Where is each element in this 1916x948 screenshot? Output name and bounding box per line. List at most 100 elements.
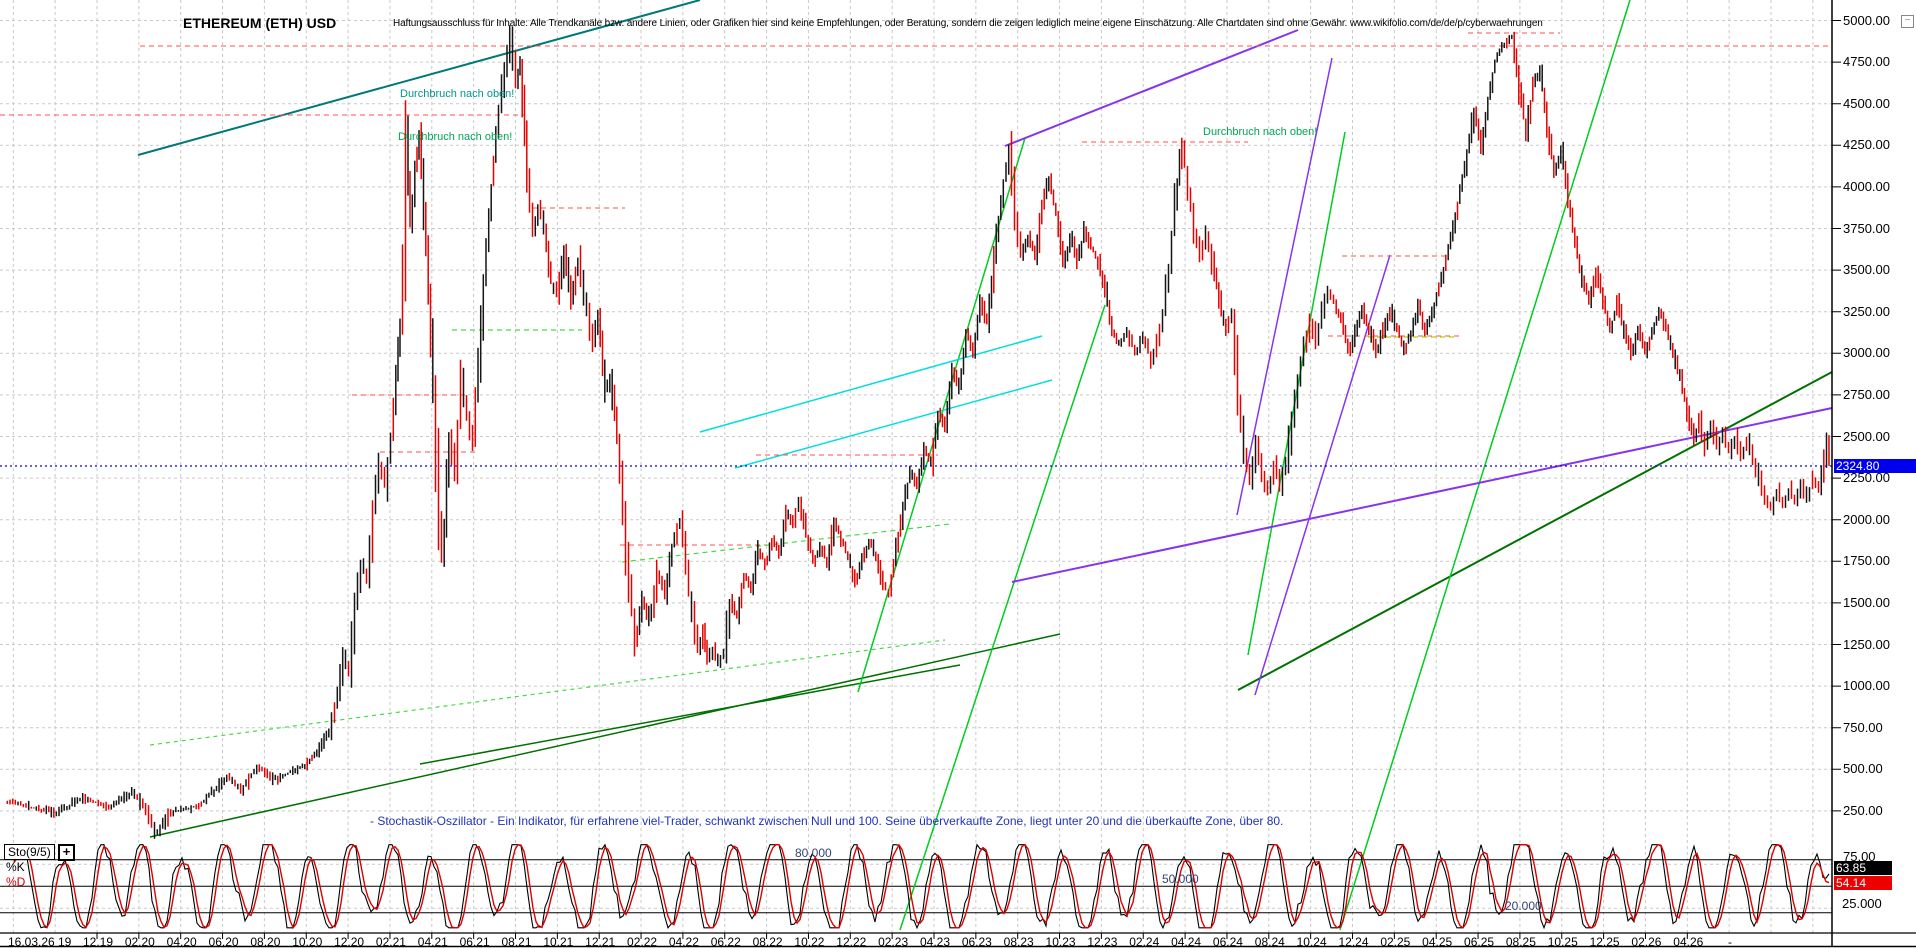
price-axis-label: 2500.00 [1843, 428, 1890, 444]
time-axis-label: 06.20 [208, 935, 239, 948]
oscillator-axis-75: 75.00 [1843, 849, 1876, 864]
time-axis-label: 04.20 [166, 935, 197, 948]
price-axis-label: 4750.00 [1843, 54, 1890, 70]
time-axis-label: 12.24 [1338, 935, 1369, 948]
time-axis-label: 10.25 [1547, 935, 1578, 948]
price-axis-label: 1500.00 [1843, 594, 1890, 610]
oscillator-k-label: %K [6, 860, 25, 874]
trend-line[interactable] [1004, 29, 1299, 147]
trend-line[interactable] [419, 664, 961, 765]
disclaimer-text: Haftungsausschluss für Inhalte: Alle Tre… [393, 18, 1543, 29]
trend-line[interactable] [1247, 131, 1346, 656]
trend-line[interactable] [1011, 407, 1833, 583]
price-axis-label: 1250.00 [1843, 636, 1890, 652]
indicator-label[interactable]: Sto(9/5) [4, 844, 55, 860]
oscillator-k-value-badge: 63.85 [1834, 861, 1892, 875]
price-axis-label: 3250.00 [1843, 303, 1890, 319]
time-axis-label: 10.22 [794, 935, 825, 948]
price-axis-label: 2250.00 [1843, 470, 1890, 486]
time-axis-label: 04.22 [668, 935, 699, 948]
time-axis-label: 19 [58, 935, 72, 948]
time-axis-label: 06.24 [1212, 935, 1243, 948]
time-axis-label: 10.21 [543, 935, 574, 948]
breakout-annotation: Durchbruch nach oben! [400, 88, 515, 100]
trend-line[interactable] [699, 335, 1043, 433]
breakout-annotation: Durchbruch nach oben! [1203, 126, 1318, 138]
price-axis-label: 2000.00 [1843, 511, 1890, 527]
price-axis-label: 1750.00 [1843, 553, 1890, 569]
candles-up [17, 25, 1828, 839]
time-axis-label: 10.20 [292, 935, 323, 948]
trend-line[interactable] [137, 0, 701, 156]
time-axis-label: 02.20 [124, 935, 155, 948]
trend-line[interactable] [1237, 371, 1833, 691]
oscillator-50-label: 50.000 [1162, 872, 1199, 887]
page-title: ETHEREUM (ETH) USD [183, 15, 337, 31]
time-axis-label: 06.25 [1464, 935, 1495, 948]
price-axis-label: 3500.00 [1843, 262, 1890, 278]
price-axis-label: 3000.00 [1843, 345, 1890, 361]
time-axis-label: 08.25 [1505, 935, 1536, 948]
axis-ticks [96, 20, 1841, 939]
time-axis-label: 12.23 [1087, 935, 1118, 948]
time-axis-label: 02.21 [375, 935, 406, 948]
time-axis-label: 10.23 [1045, 935, 1076, 948]
indicator-expand-icon[interactable]: + [58, 844, 75, 861]
time-axis-label: 12.25 [1589, 935, 1620, 948]
time-axis-label: 02.23 [878, 935, 909, 948]
trend-line[interactable] [149, 633, 1061, 838]
oscillator-d-value-badge: 54.14 [1834, 876, 1892, 890]
price-axis-label: 5000.00 [1843, 12, 1890, 28]
time-axis-label: 06.23 [961, 935, 992, 948]
time-axis-label: 04.26 [1673, 935, 1704, 948]
time-axis-label: 08.20 [250, 935, 281, 948]
price-axis-label: 3750.00 [1843, 220, 1890, 236]
time-axis-label: 08.22 [752, 935, 783, 948]
oscillator-d-line [13, 843, 1830, 930]
time-axis-label: 12.19 [82, 935, 114, 948]
oscillator-20-label: 20.000 [1505, 898, 1542, 913]
trend-line[interactable] [857, 137, 1026, 693]
trend-line[interactable] [899, 304, 1106, 931]
trend-line[interactable] [1236, 57, 1333, 516]
time-axis-label: 08.23 [1003, 935, 1034, 948]
oscillator-d-label: %D [6, 875, 26, 889]
trend-line[interactable] [1339, 0, 1631, 931]
time-axis-label: 04.23 [919, 935, 951, 948]
price-axis-label: 4000.00 [1843, 178, 1890, 194]
time-axis-label: 12.21 [585, 935, 616, 948]
time-axis-label: 02.22 [627, 935, 658, 948]
price-axis-label: 4250.00 [1843, 137, 1890, 153]
oscillator-axis-25: 25.000 [1842, 896, 1882, 911]
time-axis-label: 04.25 [1422, 935, 1453, 948]
time-axis-label: 02.26 [1631, 935, 1662, 948]
time-axis-start-date: 16.03.26 [8, 935, 55, 948]
time-axis-label: 12.22 [836, 935, 867, 948]
trend-line[interactable] [734, 379, 1053, 469]
trend-line[interactable] [149, 639, 946, 746]
oscillator-80-label: 80.000 [795, 845, 832, 860]
stochastic-note: - Stochastik-Oszillator - Ein Indikator,… [370, 814, 1284, 828]
time-axis-label: 06.22 [710, 935, 741, 948]
price-axis-label: 750.00 [1843, 719, 1883, 735]
price-axis-label: 2750.00 [1843, 386, 1890, 402]
time-axis-label: 04.21 [417, 935, 448, 948]
time-axis-label: 04.24 [1171, 935, 1202, 948]
trend-line[interactable] [621, 523, 951, 563]
time-axis-label: 08.24 [1254, 935, 1285, 948]
time-axis-label: 10.24 [1296, 935, 1327, 948]
price-axis-label: 1000.00 [1843, 678, 1890, 694]
candles-down [6, 31, 1830, 828]
current-price-badge: 2324.80 [1834, 459, 1916, 473]
time-axis-label: 02.25 [1380, 935, 1411, 948]
price-axis-label: 250.00 [1843, 802, 1883, 818]
time-axis-label: 08.21 [501, 935, 532, 948]
time-axis-label: 06.21 [459, 935, 490, 948]
axis-collapse-icon[interactable]: − [1901, 15, 1914, 28]
price-axis-label: 4500.00 [1843, 95, 1890, 111]
time-axis-label: 02.24 [1129, 935, 1160, 948]
trend-line[interactable] [1254, 254, 1391, 696]
time-axis-label: 12.20 [334, 935, 365, 948]
